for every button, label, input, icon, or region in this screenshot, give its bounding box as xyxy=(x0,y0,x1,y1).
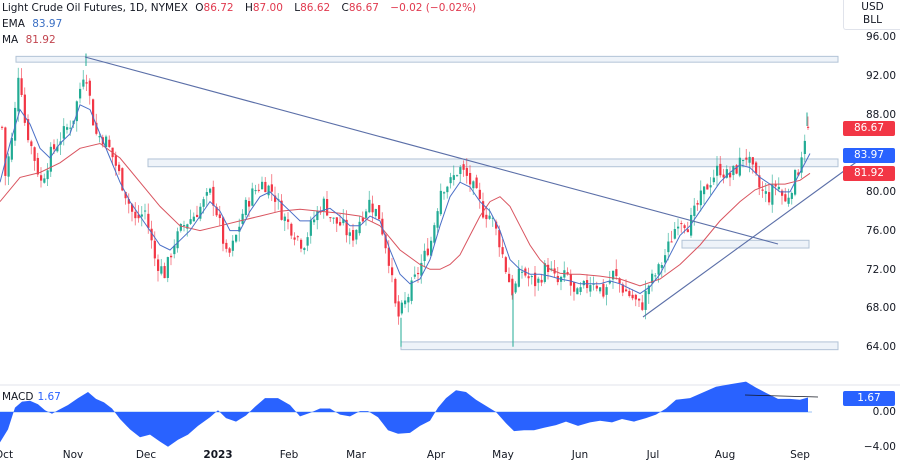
macd-value-tag: 1.67 xyxy=(843,391,895,406)
ema-legend[interactable]: EMA 83.97 xyxy=(2,16,480,32)
support-resistance-zone[interactable] xyxy=(15,55,839,63)
price-tick: 96.00 xyxy=(865,31,896,43)
ema-line xyxy=(0,104,811,295)
support-resistance-zone[interactable] xyxy=(147,158,839,168)
time-tick: May xyxy=(492,449,514,461)
symbol-row: Light Crude Oil Futures, 1D, NYMEX O86.7… xyxy=(2,0,480,16)
last-price-tag: 86.67 xyxy=(843,121,895,136)
ma-legend[interactable]: MA 81.92 xyxy=(2,32,480,48)
price-change: −0.02 (−0.02%) xyxy=(390,2,477,14)
macd-divergence-line[interactable] xyxy=(744,394,819,398)
ohlc-close: C86.67 xyxy=(341,2,379,14)
support-resistance-zone[interactable] xyxy=(681,239,810,249)
price-tick: 64.00 xyxy=(865,341,896,353)
time-tick: Jun xyxy=(571,449,589,461)
ohlc-low: L86.62 xyxy=(294,2,331,14)
price-tick: 92.00 xyxy=(865,70,896,82)
macd-area xyxy=(0,381,808,447)
ohlc-high: H87.00 xyxy=(244,2,283,14)
price-tick: 72.00 xyxy=(865,264,896,276)
time-tick: Nov xyxy=(62,449,84,461)
macd-tick: 0.00 xyxy=(872,406,896,418)
time-tick: Sep xyxy=(790,449,810,461)
horizontal-zones[interactable] xyxy=(15,55,839,351)
macd-label: MACD xyxy=(2,391,34,403)
currency-label: USD xyxy=(861,1,884,13)
time-tick: Oct xyxy=(0,449,14,461)
time-tick: Feb xyxy=(279,449,299,461)
price-tick: 76.00 xyxy=(865,225,896,237)
ma-value: 81.92 xyxy=(25,34,56,46)
ema-price-tag: 83.97 xyxy=(843,148,895,163)
time-tick: Jul xyxy=(646,449,660,461)
candlestick-series xyxy=(1,53,810,347)
descending-resistance-trendline[interactable] xyxy=(84,56,779,245)
price-tick: 88.00 xyxy=(865,109,896,121)
ma-label: MA xyxy=(2,34,19,46)
ma-line xyxy=(0,142,811,287)
macd-value: 1.67 xyxy=(37,391,61,403)
time-tick: Aug xyxy=(714,449,736,461)
price-tick: 80.00 xyxy=(865,186,896,198)
price-tick: 68.00 xyxy=(865,302,896,314)
ema-label: EMA xyxy=(2,18,25,30)
time-tick: Apr xyxy=(426,449,446,461)
macd-legend[interactable]: MACD 1.67 xyxy=(2,391,61,403)
time-tick: Mar xyxy=(346,449,366,461)
ascending-support-trendline[interactable] xyxy=(642,154,867,318)
trendlines[interactable] xyxy=(84,56,867,318)
currency-unit-button[interactable]: USD BLL xyxy=(843,0,900,30)
ma-price-tag: 81.92 xyxy=(843,166,895,181)
macd-tick: −4.00 xyxy=(863,441,896,453)
ohlc-open: O86.72 xyxy=(195,2,234,14)
support-resistance-zone[interactable] xyxy=(400,341,839,351)
symbol-title[interactable]: Light Crude Oil Futures, 1D, NYMEX xyxy=(2,2,188,14)
chart-legend: Light Crude Oil Futures, 1D, NYMEX O86.7… xyxy=(2,0,480,48)
ema-value: 83.97 xyxy=(32,18,63,30)
unit-label: BLL xyxy=(863,14,882,26)
time-tick: Dec xyxy=(135,449,157,461)
time-tick: 2023 xyxy=(203,449,233,461)
